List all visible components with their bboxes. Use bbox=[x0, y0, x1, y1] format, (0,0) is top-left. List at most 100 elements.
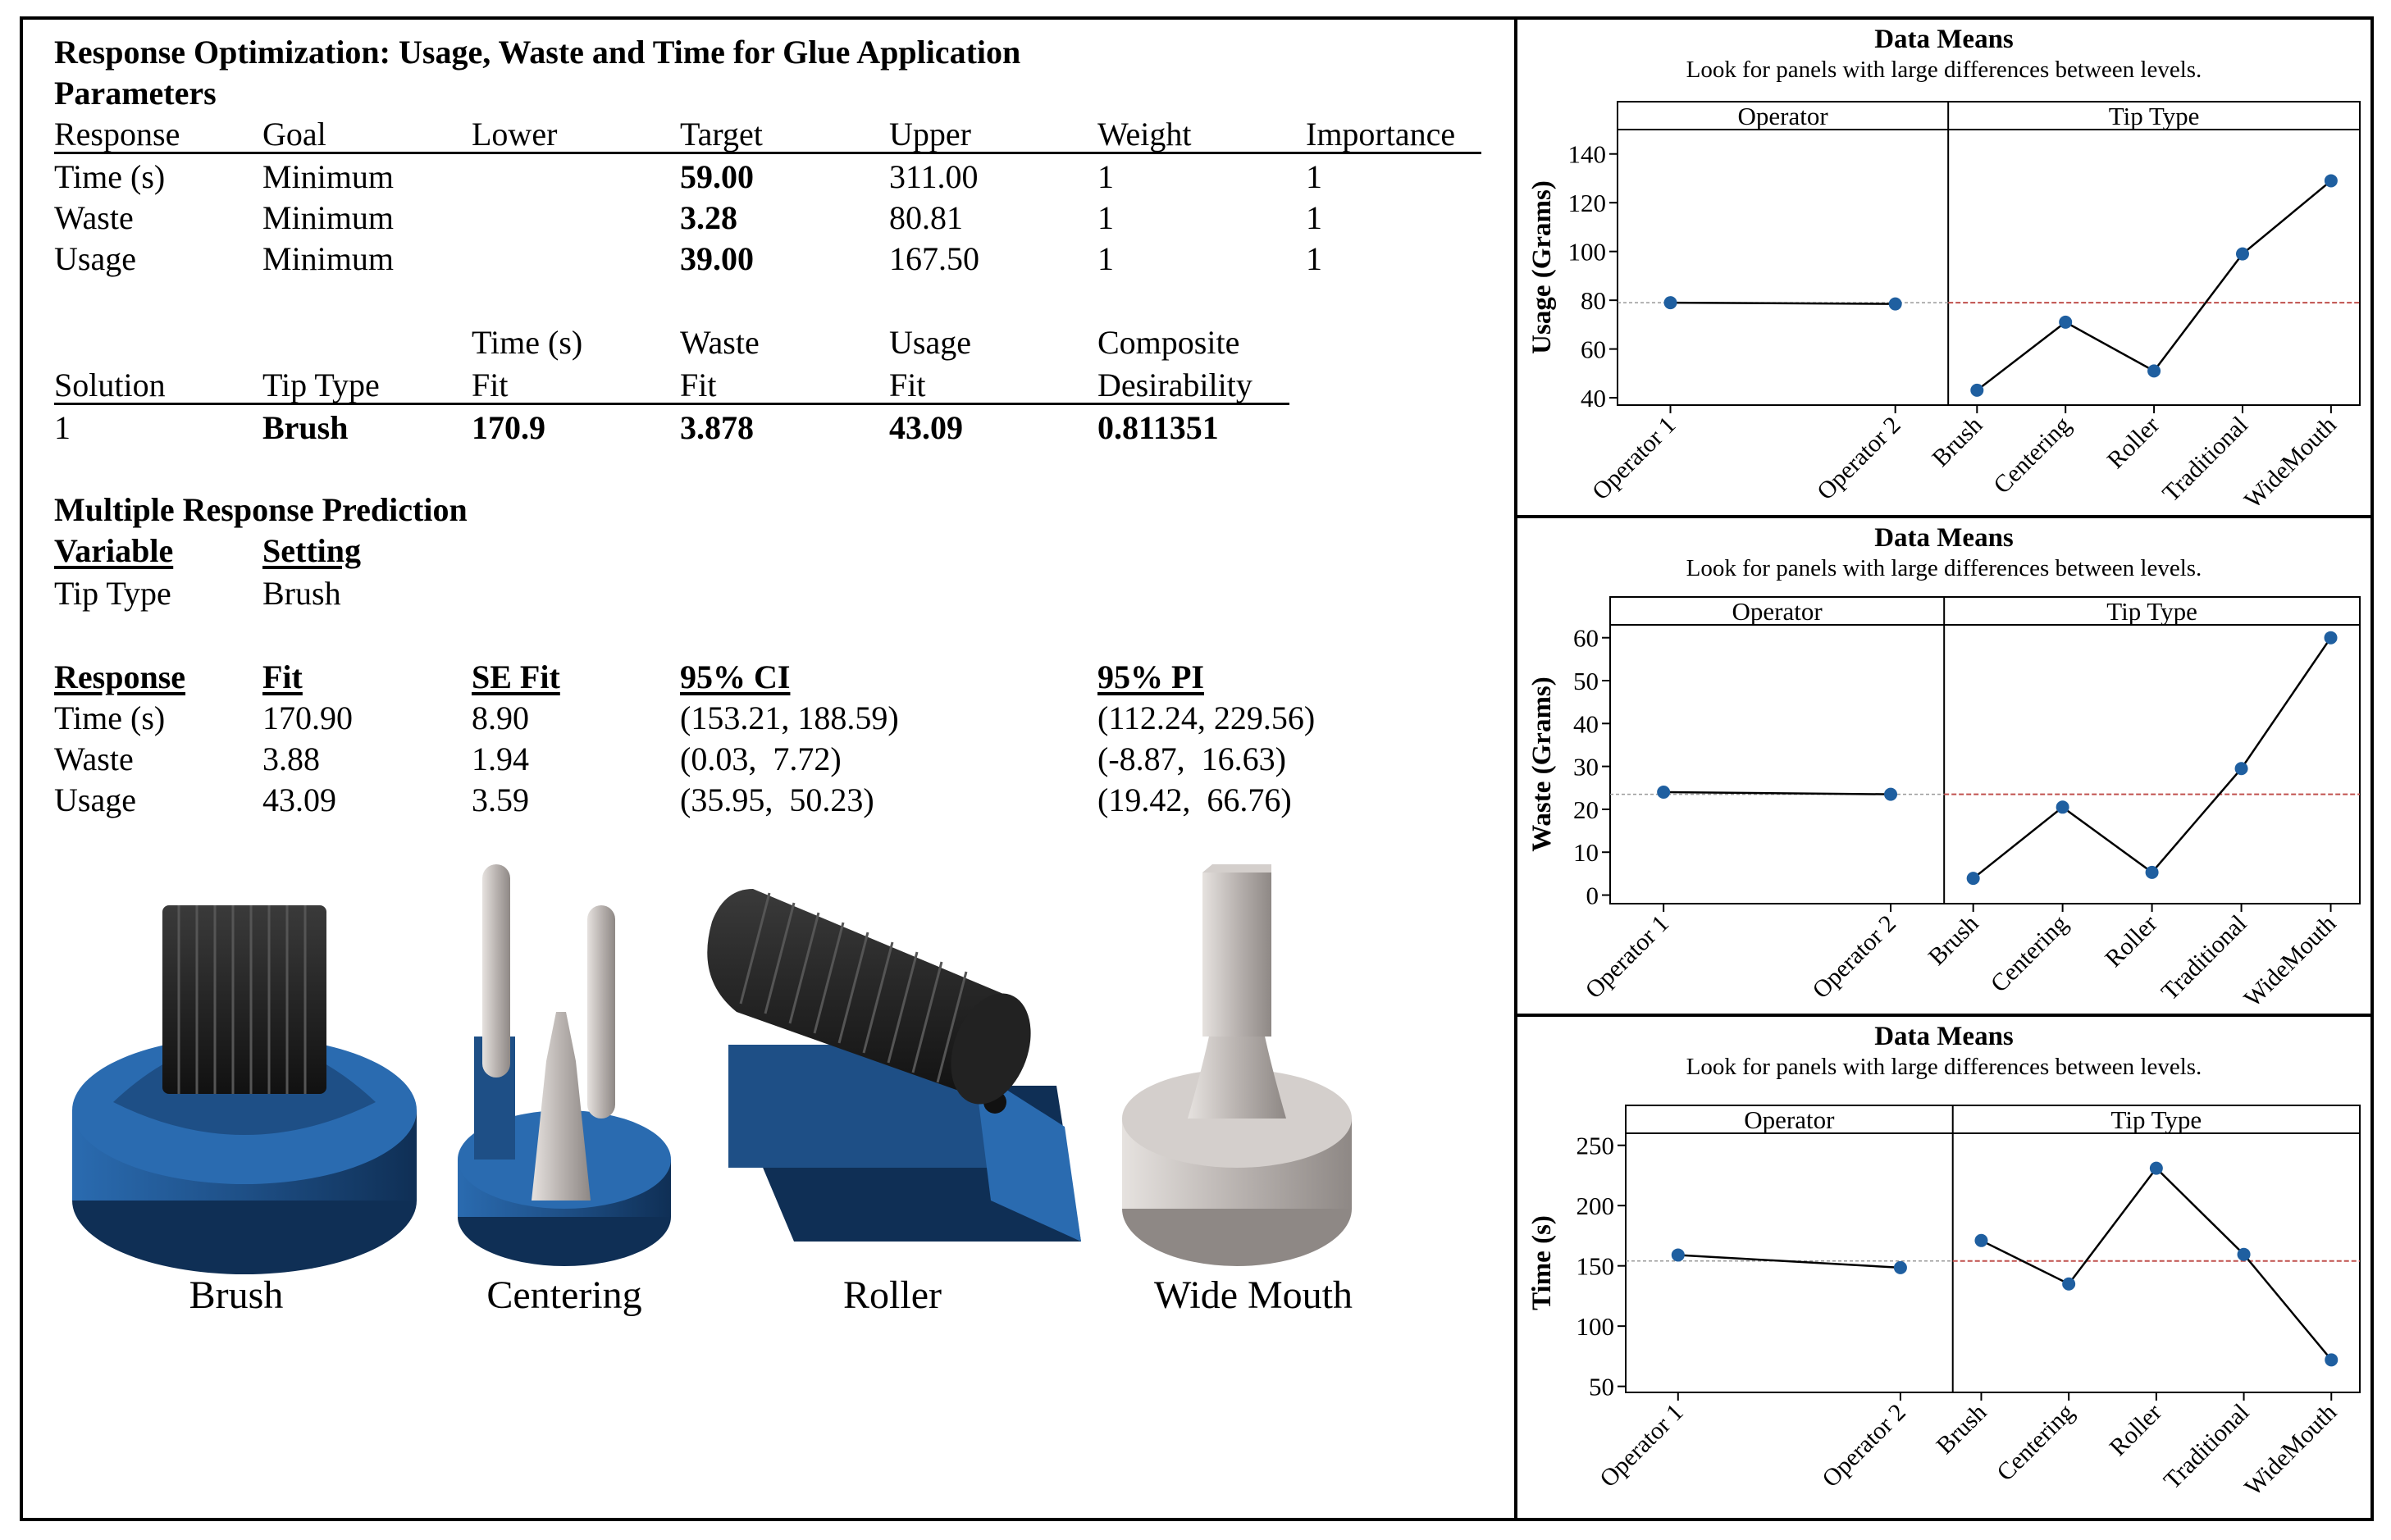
table-cell: 0.811351 bbox=[1097, 409, 1219, 446]
table-rule bbox=[54, 403, 1289, 405]
table-cell: 43.09 bbox=[262, 781, 336, 818]
table-cell: 170.9 bbox=[472, 409, 545, 446]
table-cell: 1 bbox=[1097, 199, 1114, 236]
waste-x-tick-label: Operator 2 bbox=[1807, 910, 1901, 1005]
time-chart-title: Data Means bbox=[1874, 1022, 2014, 1051]
waste-y-tick-label: 50 bbox=[1573, 667, 1599, 695]
brush-tip-image bbox=[72, 905, 417, 1274]
time-x-tick-label: Centering bbox=[1992, 1399, 2079, 1487]
table-header: Variable bbox=[54, 532, 174, 569]
time-y-tick-label: 250 bbox=[1577, 1132, 1615, 1160]
table-cell: 8.90 bbox=[472, 699, 529, 736]
usage-chart-title: Data Means bbox=[1874, 25, 2014, 54]
table-cell: 311.00 bbox=[889, 158, 979, 195]
usage-y-tick-label: 80 bbox=[1581, 286, 1606, 315]
table-header: Response bbox=[54, 116, 180, 153]
time-data-point bbox=[1974, 1233, 1988, 1247]
usage-data-point bbox=[1970, 383, 1984, 397]
table-header: Desirability bbox=[1097, 367, 1253, 403]
table-cell: Usage bbox=[54, 781, 136, 818]
waste-data-point bbox=[1966, 872, 1980, 886]
table-header: Target bbox=[680, 116, 763, 153]
table-cell: Minimum bbox=[262, 240, 395, 277]
waste-data-point bbox=[2234, 762, 2248, 776]
table-header: Weight bbox=[1097, 116, 1192, 153]
waste-panel-label-tip-type: Tip Type bbox=[2106, 597, 2197, 626]
table-cell: (112.24, 229.56) bbox=[1097, 699, 1316, 736]
waste-x-tick-label: Roller bbox=[2100, 910, 2162, 973]
time-y-tick-label: 50 bbox=[1589, 1373, 1614, 1401]
table-header: Waste bbox=[680, 324, 760, 361]
table-cell: 3.28 bbox=[680, 199, 737, 236]
waste-y-axis-label: Waste (Grams) bbox=[1527, 677, 1557, 852]
parameters-heading: Parameters bbox=[54, 75, 217, 112]
roller-tip-image bbox=[707, 889, 1081, 1242]
table-header: Composite bbox=[1097, 324, 1240, 361]
table-cell: 3.878 bbox=[680, 409, 754, 446]
table-cell: Waste bbox=[54, 740, 134, 777]
usage-means-chart: Data Means Look for panels with large dif… bbox=[1514, 16, 2374, 518]
time-y-axis-label: Time (s) bbox=[1527, 1215, 1557, 1310]
time-means-plot: Data Means Look for panels with large dif… bbox=[1527, 1022, 2361, 1501]
usage-plot-frame bbox=[1617, 101, 2361, 406]
usage-data-point bbox=[1663, 296, 1677, 310]
time-means-chart: Data Means Look for panels with large dif… bbox=[1514, 1014, 2374, 1521]
table-cell: 167.50 bbox=[889, 240, 979, 277]
time-y-tick-label: 100 bbox=[1577, 1312, 1615, 1341]
table-cell: 170.90 bbox=[262, 699, 353, 736]
table-cell: Brush bbox=[262, 575, 341, 612]
waste-data-point bbox=[2056, 800, 2069, 814]
table-header: Response bbox=[54, 658, 186, 695]
table-rule bbox=[54, 152, 1481, 154]
time-x-tick-label: Operator 1 bbox=[1595, 1399, 1689, 1493]
usage-chart-subtitle: Look for panels with large differences b… bbox=[1686, 57, 2202, 83]
waste-data-point bbox=[1884, 787, 1898, 801]
table-header: Upper bbox=[889, 116, 971, 153]
time-data-point bbox=[2149, 1161, 2163, 1175]
table-header: SE Fit bbox=[472, 658, 560, 695]
table-header: Goal bbox=[262, 116, 326, 153]
usage-x-tick-label: Roller bbox=[2102, 412, 2165, 474]
time-data-point bbox=[2062, 1277, 2076, 1291]
waste-panel-label-operator: Operator bbox=[1732, 597, 1823, 626]
usage-x-tick-label: Traditional bbox=[2157, 412, 2253, 508]
time-data-point bbox=[1671, 1248, 1685, 1262]
table-cell: 3.59 bbox=[472, 781, 529, 818]
table-cell: (19.42, 66.76) bbox=[1097, 781, 1292, 818]
centering-tip-image bbox=[458, 864, 671, 1266]
table-cell: 1 bbox=[1097, 240, 1114, 277]
time-x-tick-label: WideMouth bbox=[2239, 1399, 2342, 1501]
waste-data-point bbox=[1657, 786, 1671, 799]
table-cell: Waste bbox=[54, 199, 134, 236]
wide-mouth-tip-image bbox=[1122, 864, 1352, 1266]
table-cell: 1 bbox=[1097, 158, 1114, 195]
time-plot-frame bbox=[1625, 1105, 2361, 1393]
waste-x-tick-label: Traditional bbox=[2156, 910, 2252, 1006]
usage-y-tick-label: 100 bbox=[1568, 238, 1607, 267]
table-header: Setting bbox=[262, 532, 361, 569]
usage-x-tick-label: WideMouth bbox=[2239, 412, 2342, 514]
usage-y-tick-label: 140 bbox=[1568, 140, 1607, 169]
waste-series-line-operator bbox=[1663, 791, 1891, 795]
table-cell: 80.81 bbox=[889, 199, 963, 236]
waste-y-tick-label: 0 bbox=[1586, 882, 1599, 910]
waste-x-tick-label: WideMouth bbox=[2238, 910, 2341, 1013]
usage-y-axis-label: Usage (Grams) bbox=[1527, 180, 1557, 354]
usage-data-point bbox=[2324, 174, 2338, 188]
time-data-point bbox=[1893, 1260, 1907, 1274]
table-cell: Usage bbox=[54, 240, 136, 277]
usage-means-plot: Data Means Look for panels with large dif… bbox=[1527, 25, 2361, 514]
table-header: Importance bbox=[1306, 116, 1456, 153]
table-cell: (0.03, 7.72) bbox=[680, 740, 842, 777]
table-header: Fit bbox=[262, 658, 303, 695]
usage-data-point bbox=[2147, 364, 2161, 378]
table-header: Usage bbox=[889, 324, 971, 361]
waste-x-tick-label: Operator 1 bbox=[1580, 910, 1674, 1005]
waste-series-line-tip-type bbox=[1972, 636, 2332, 880]
table-cell: Brush bbox=[262, 409, 349, 446]
usage-data-point bbox=[2235, 247, 2249, 261]
usage-panel-label-tip-type: Tip Type bbox=[2109, 102, 2200, 130]
table-cell: 1 bbox=[1306, 199, 1322, 236]
prediction-title: Multiple Response Prediction bbox=[54, 491, 468, 528]
